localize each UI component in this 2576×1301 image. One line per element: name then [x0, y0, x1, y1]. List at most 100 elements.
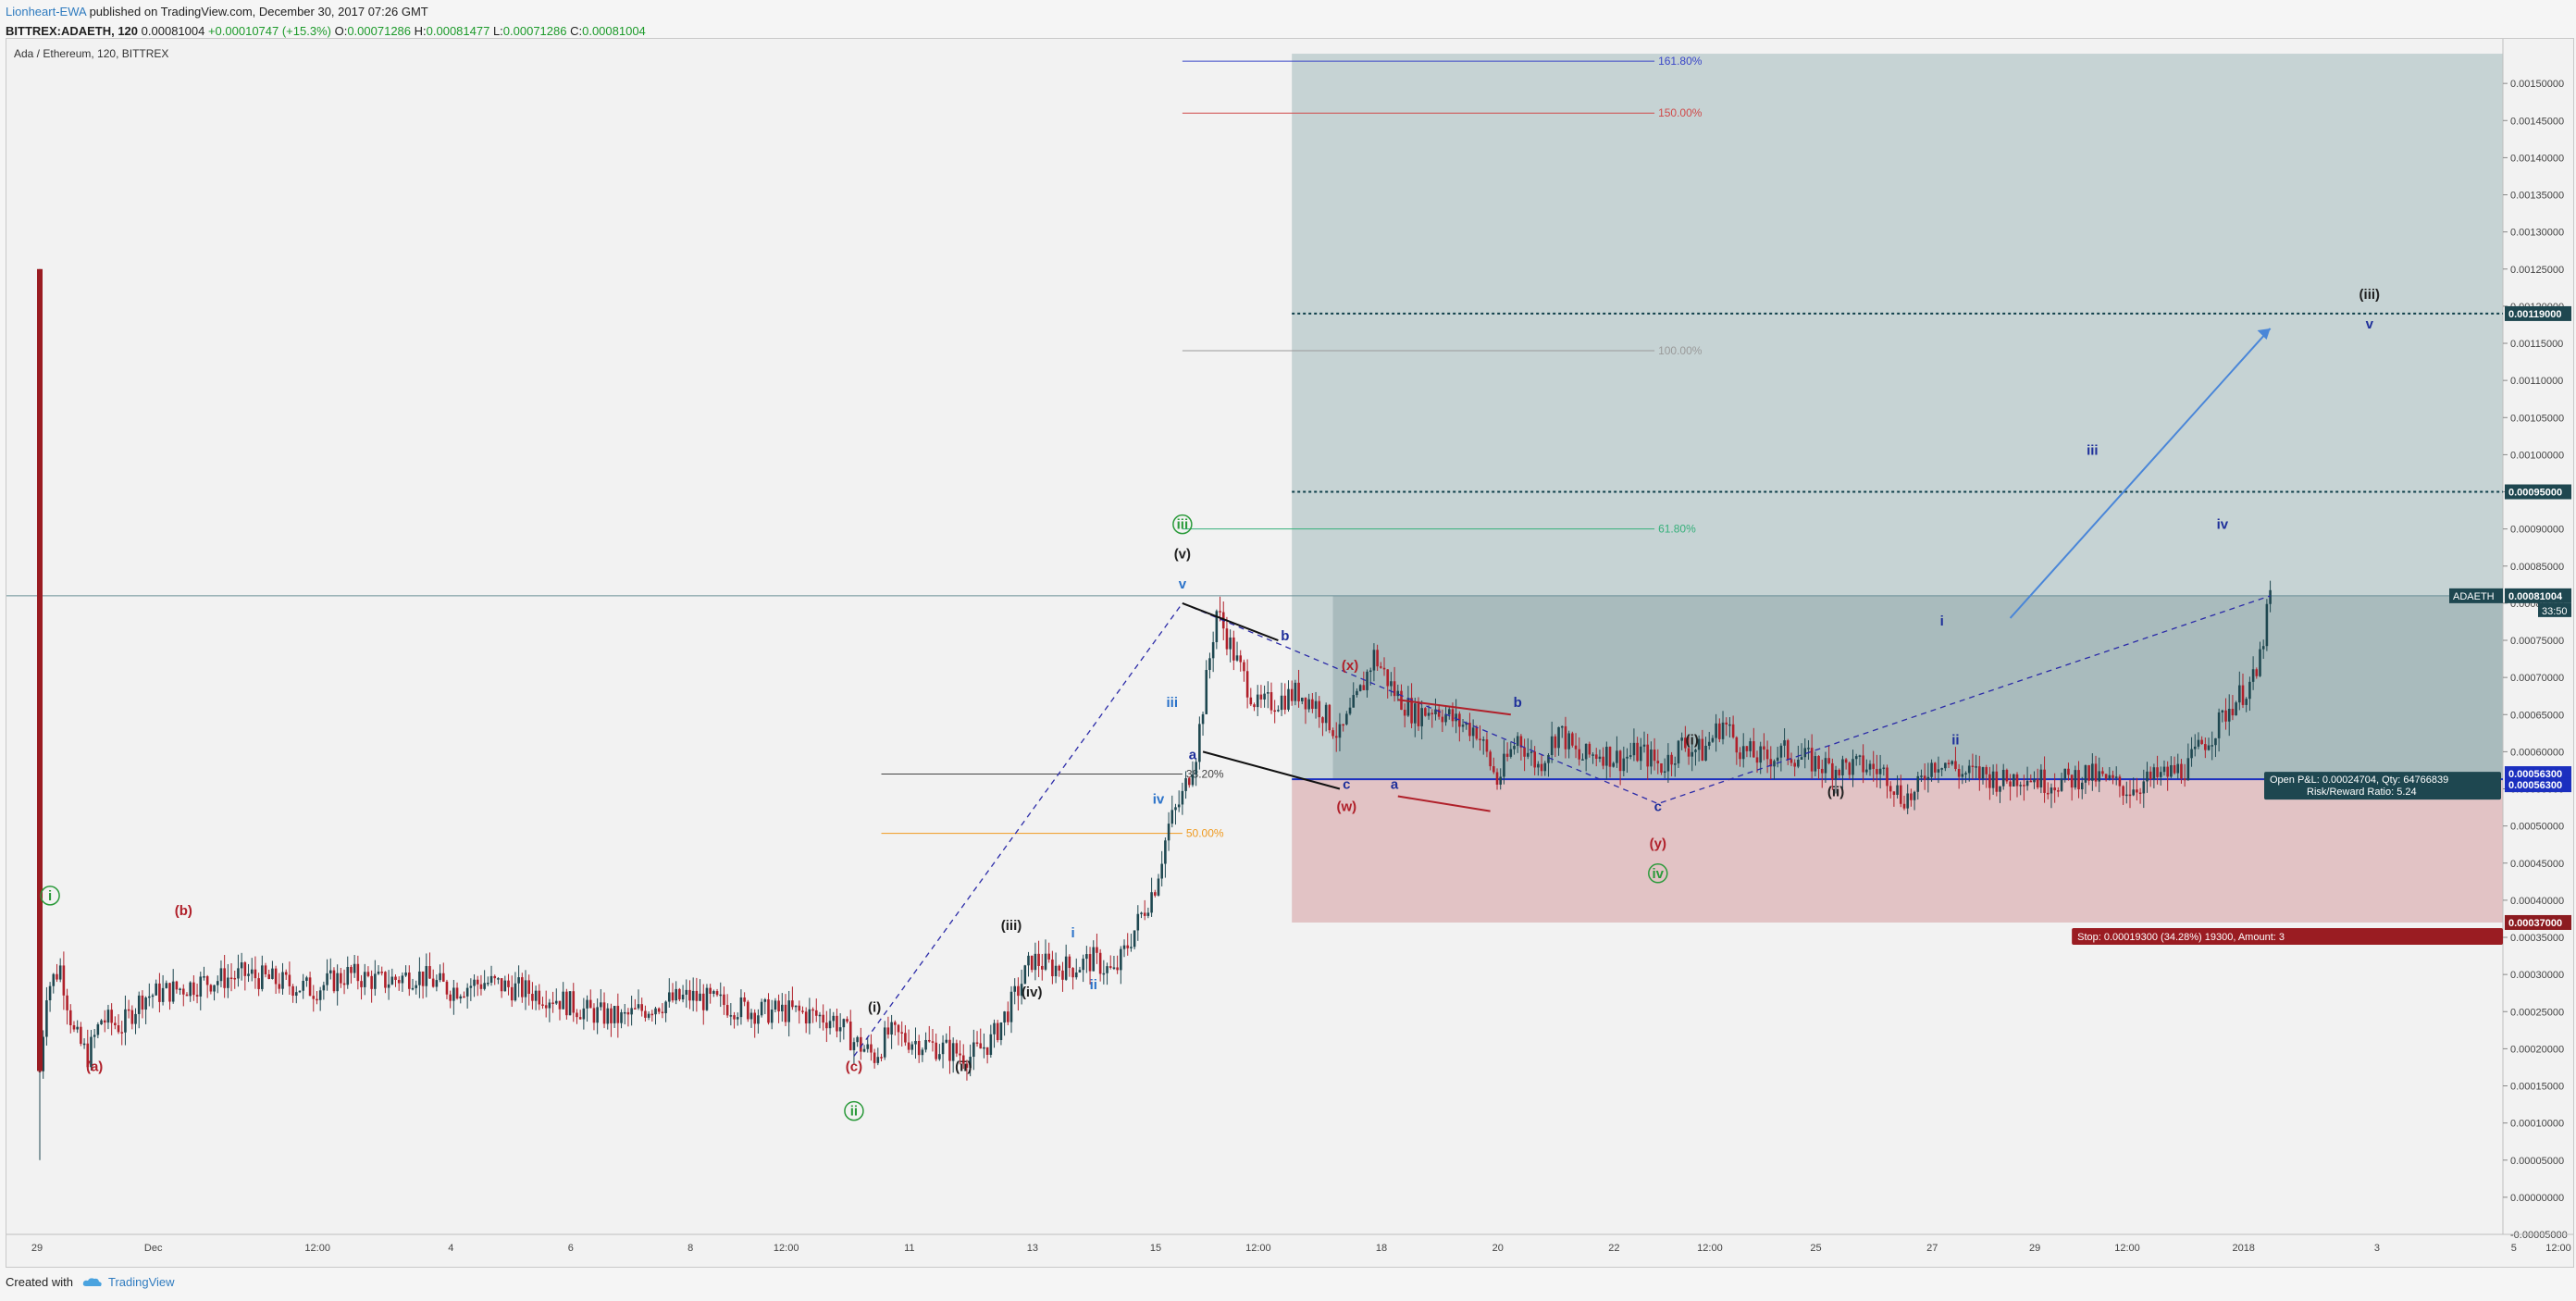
- tradingview-link[interactable]: TradingView: [82, 1275, 175, 1289]
- candle-body: [1342, 724, 1344, 726]
- candle-body: [1380, 666, 1382, 668]
- candle-body: [1417, 703, 1420, 726]
- stop-box-text: Stop: 0.00019300 (34.28%) 19300, Amount:…: [2077, 932, 2285, 943]
- candle-body: [284, 972, 288, 975]
- wave-label: (i): [868, 999, 881, 1015]
- candle-body: [192, 982, 195, 996]
- candle-body: [1554, 736, 1557, 749]
- candle-body: [870, 1044, 873, 1053]
- candle-body: [2112, 774, 2114, 778]
- candle-body: [431, 978, 435, 987]
- candle-body: [1704, 745, 1707, 761]
- symbol-tag-label: ADAETH: [2453, 591, 2495, 602]
- candle-body: [1164, 840, 1167, 864]
- candle-body: [999, 1022, 1003, 1041]
- candle-body: [2067, 768, 2070, 775]
- candle-body: [387, 984, 390, 988]
- fib-label: 61.80%: [1658, 523, 1696, 536]
- candle-body: [1690, 751, 1694, 757]
- projection-arrow-head: [2257, 328, 2271, 340]
- candle-body: [2248, 681, 2251, 700]
- chart-canvas[interactable]: 0.00150000 0.00145000 0.00140000 0.00135000…: [6, 39, 2573, 1267]
- high-value: 0.00081477: [426, 24, 490, 38]
- candle-body: [459, 996, 463, 999]
- pnl-text: Open P&L: 0.00024704, Qty: 64766839: [2270, 774, 2448, 786]
- candle-body: [2193, 746, 2197, 750]
- candle-body: [576, 1012, 578, 1018]
- candle-body: [189, 982, 192, 997]
- chart-header: Lionheart-EWA published on TradingView.c…: [6, 2, 646, 41]
- candle-body: [1937, 769, 1940, 773]
- price-tick-label: 0.00035000: [2510, 933, 2564, 944]
- candle-body: [747, 1001, 749, 1020]
- candle-body: [1307, 699, 1310, 710]
- candle-body: [158, 983, 161, 1002]
- candle-body: [1225, 628, 1229, 650]
- candle-body: [1040, 965, 1044, 970]
- candle-body: [161, 987, 165, 1002]
- candle-body: [1933, 762, 1937, 773]
- candle-body: [2166, 766, 2169, 777]
- candle-body: [1085, 954, 1088, 960]
- candle-body: [1273, 710, 1276, 712]
- candle-body: [58, 965, 62, 980]
- time-tick-label: 27: [1926, 1243, 1938, 1254]
- candle-body: [1783, 740, 1786, 746]
- author-link[interactable]: Lionheart-EWA: [6, 5, 86, 19]
- candle-body: [1324, 704, 1328, 724]
- candle-body: [332, 970, 336, 992]
- candle-body: [2043, 769, 2046, 793]
- candle-body: [1739, 752, 1741, 760]
- symbol-tag: [2449, 588, 2503, 603]
- candle-body: [1368, 670, 1372, 673]
- candle-body: [1920, 775, 1923, 777]
- time-tick-label: 12:00: [1697, 1243, 1723, 1254]
- candle-body: [880, 1057, 883, 1059]
- candle-body: [2122, 786, 2124, 796]
- candle-body: [374, 973, 377, 989]
- candle-body: [1037, 953, 1040, 966]
- candle-body: [439, 973, 441, 981]
- candle-body: [1304, 698, 1307, 710]
- candle-body: [1786, 740, 1790, 760]
- candle-body: [801, 1010, 804, 1012]
- pnl-box: [2264, 772, 2501, 800]
- time-tick-label: 11: [904, 1243, 914, 1254]
- candle-body: [1245, 671, 1249, 698]
- entry-tag-2: [2505, 777, 2571, 793]
- candle-body: [1673, 763, 1677, 765]
- candle-body: [1362, 685, 1366, 690]
- fib-label: 50.00%: [1186, 827, 1224, 840]
- candle-body: [1954, 761, 1957, 770]
- candle-body: [568, 991, 572, 1016]
- candle-body: [435, 980, 439, 987]
- candle-body: [804, 1011, 808, 1024]
- candle-body: [900, 1032, 903, 1034]
- candle-body: [141, 995, 144, 1010]
- candle-body: [1862, 755, 1864, 773]
- candle-body: [1447, 709, 1451, 715]
- candle-body: [1841, 759, 1844, 775]
- candle-body: [743, 997, 746, 1002]
- tradingview-cloud-icon: [82, 1277, 102, 1286]
- candle-body: [2104, 774, 2108, 779]
- candle-body: [640, 1004, 644, 1011]
- fib-label: 161.80%: [1658, 55, 1703, 68]
- candle-body: [521, 977, 524, 997]
- price-tick-label: 0.00030000: [2510, 970, 2564, 981]
- candle-body: [1886, 767, 1889, 787]
- candle-body: [1961, 774, 1964, 777]
- candle-body: [2128, 794, 2132, 797]
- chart-area[interactable]: 0.00150000 0.00145000 0.00140000 0.00135000…: [6, 38, 2574, 1268]
- price-tick-label: 0.00045000: [2510, 859, 2564, 870]
- candle-body: [1396, 690, 1400, 697]
- candle-body: [2170, 764, 2173, 777]
- price-tick-label: 0.00065000: [2510, 710, 2564, 721]
- candle-body: [1537, 763, 1540, 768]
- candle-body: [250, 969, 254, 974]
- candle-body: [2091, 763, 2094, 781]
- entry-tag-1-label: 0.00056300: [2508, 769, 2562, 780]
- candle-body: [1184, 778, 1187, 791]
- candle-body: [120, 1032, 124, 1034]
- candle-body: [1827, 758, 1830, 763]
